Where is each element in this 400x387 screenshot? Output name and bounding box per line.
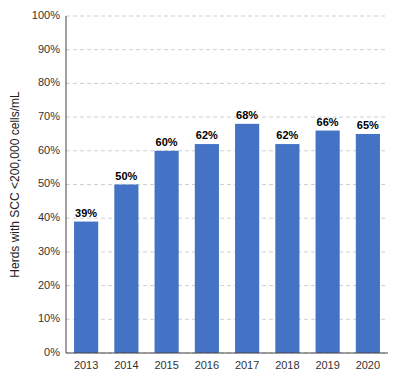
grid-line bbox=[66, 117, 388, 118]
x-axis-line bbox=[66, 353, 388, 354]
x-axis-ticks: 2013 2014 2015 2016 2017 2018 2019 2020 bbox=[74, 359, 380, 371]
bar bbox=[195, 144, 219, 353]
y-tick-label: 30% bbox=[38, 245, 60, 257]
data-label: 66% bbox=[317, 116, 339, 128]
bar bbox=[356, 134, 380, 353]
x-tick-label: 2020 bbox=[356, 359, 380, 371]
x-tick-label: 2015 bbox=[154, 359, 178, 371]
grid bbox=[66, 16, 388, 353]
x-tick-label: 2018 bbox=[275, 359, 299, 371]
x-tick-label: 2016 bbox=[195, 359, 219, 371]
data-label: 68% bbox=[236, 109, 258, 121]
data-label: 39% bbox=[75, 207, 97, 219]
x-tick-label: 2014 bbox=[114, 359, 138, 371]
data-label: 62% bbox=[196, 129, 218, 141]
x-tick-label: 2019 bbox=[315, 359, 339, 371]
data-label: 50% bbox=[115, 170, 137, 182]
grid-line bbox=[66, 16, 388, 17]
y-tick-label: 100% bbox=[32, 9, 60, 21]
bar bbox=[316, 131, 340, 353]
y-axis-label: Herds with SCC <200,000 cells/mL bbox=[8, 91, 22, 278]
data-labels: 39% 50% 60% 62% 68% 62% 66% 65% bbox=[75, 109, 379, 219]
y-tick-label: 70% bbox=[38, 110, 60, 122]
y-tick-label: 60% bbox=[38, 144, 60, 156]
y-tick-label: 10% bbox=[38, 312, 60, 324]
y-axis-line bbox=[66, 16, 67, 353]
data-label: 62% bbox=[276, 129, 298, 141]
bar bbox=[74, 222, 98, 353]
grid-line bbox=[66, 353, 388, 354]
y-tick-label: 20% bbox=[38, 279, 60, 291]
x-tick-label: 2013 bbox=[74, 359, 98, 371]
y-tick-label: 50% bbox=[38, 177, 60, 189]
bar bbox=[114, 185, 138, 354]
grid-line bbox=[66, 83, 388, 84]
y-axis-ticks: 0% 10% 20% 30% 40% 50% 60% 70% 80% 90% 100% bbox=[32, 9, 60, 358]
y-tick-label: 80% bbox=[38, 76, 60, 88]
bars bbox=[74, 124, 380, 353]
bar bbox=[275, 144, 299, 353]
data-label: 65% bbox=[357, 119, 379, 131]
data-label: 60% bbox=[156, 136, 178, 148]
chart-container: 0% 10% 20% 30% 40% 50% 60% 70% 80% 90% 100% 39% 50% 6… bbox=[0, 0, 400, 387]
bar bbox=[235, 124, 259, 353]
y-tick-label: 0% bbox=[44, 346, 60, 358]
y-tick-label: 40% bbox=[38, 211, 60, 223]
x-tick-label: 2017 bbox=[235, 359, 259, 371]
y-tick-label: 90% bbox=[38, 43, 60, 55]
grid-line bbox=[66, 49, 388, 50]
chart: 0% 10% 20% 30% 40% 50% 60% 70% 80% 90% 100% 39% 50% 6… bbox=[0, 0, 400, 387]
grid-line bbox=[66, 150, 388, 151]
bar bbox=[155, 151, 179, 353]
